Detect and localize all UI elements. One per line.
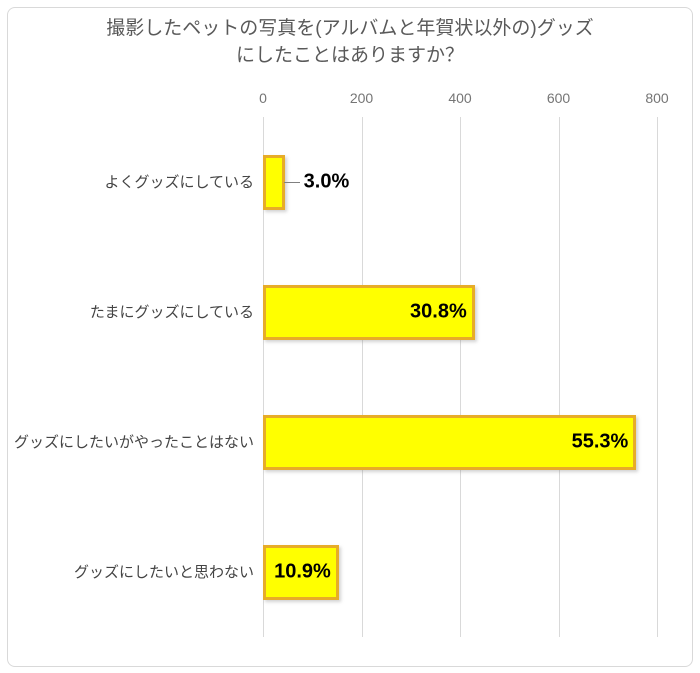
category-label: グッズにしたいと思わない — [10, 507, 254, 637]
category-label-text: グッズにしたいがやったことはない — [13, 433, 254, 451]
category-label-text: たまにグッズにしている — [89, 303, 254, 321]
bar-data-label: 3.0% — [303, 170, 350, 193]
x-axis-tick-label: 200 — [349, 90, 374, 106]
category-label-text: グッズにしたいと思わない — [73, 563, 254, 581]
category-label: よくグッズにしている — [10, 117, 254, 247]
x-axis-tick-label: 400 — [448, 90, 472, 106]
gridline — [460, 117, 461, 637]
bar-data-label: 55.3% — [571, 430, 629, 453]
bar-data-label: 30.8% — [410, 300, 467, 323]
chart-title-line2: にしたことはありますか？ — [235, 45, 464, 66]
gridline — [657, 117, 658, 637]
bar: 30.8% — [263, 284, 475, 340]
x-axis-tick-labels: 0 200 400 600 800 — [259, 88, 669, 110]
chart-title-line1: 撮影したペットの写真を(アルバムと年賀状以外の)グッズ — [106, 18, 594, 39]
x-axis-tick-label: 800 — [645, 90, 669, 106]
bar-data-label: 10.9% — [274, 560, 331, 583]
x-axis-tick-label: 600 — [546, 90, 571, 106]
gridline — [558, 117, 560, 637]
leader-line — [283, 182, 300, 183]
bar: 55.3% — [263, 414, 637, 470]
gridline — [263, 117, 264, 637]
category-label: グッズにしたいがやったことはない — [10, 377, 254, 507]
category-label: たまにグッズにしている — [10, 247, 254, 377]
bar: 10.9% — [263, 544, 339, 600]
bar: 3.0% — [263, 154, 349, 210]
x-axis-tick-label: 0 — [259, 90, 267, 106]
category-label-text: よくグッズにしている — [104, 173, 254, 191]
plot-area: 3.0% 30.8% 55.3% 10.9% — [263, 117, 658, 637]
y-axis-category-labels: よくグッズにしているたまにグッズにしているグッズにしたいがやったことはないグッズ… — [10, 117, 254, 637]
gridline — [361, 117, 363, 637]
chart-title: 撮影したペットの写真を(アルバムと年賀状以外の)グッズ にしたことはありますか？ — [0, 15, 700, 69]
